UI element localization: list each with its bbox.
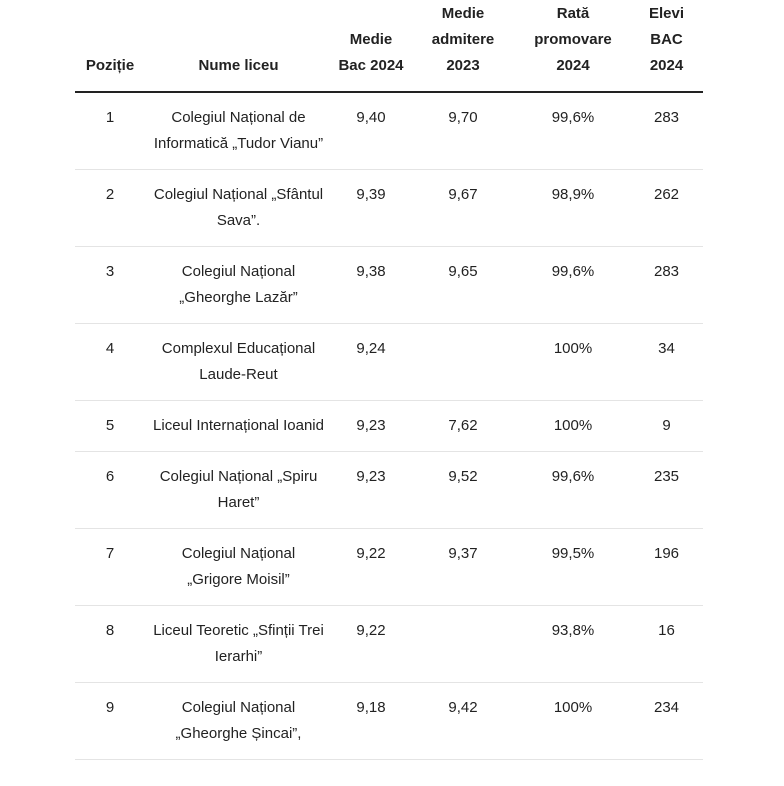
table-header: Poziție Nume liceu Medie Bac 2024 Medie adm… (75, 0, 703, 93)
table-cell: 99,5% (516, 528, 630, 606)
table-row: 6 Colegiul Național „Spiru Haret” 9,23 9,52… (75, 451, 703, 529)
table-cell: 1 (75, 92, 145, 170)
table-cell: 9,39 (332, 169, 410, 247)
empty-cell (410, 323, 516, 401)
column-header: Elevi BAC 2024 (630, 0, 703, 93)
table-row: 8 Liceul Teoretic „Sfinții Trei Ierarhi” 9… (75, 605, 703, 683)
table-cell: Liceul Internațional Ioanid (145, 400, 332, 452)
table-cell: 100% (516, 323, 630, 401)
table-cell: 9,22 (332, 605, 410, 683)
table-row: 1 Colegiul Național de Informatică „Tudor… (75, 92, 703, 170)
table-row: 3 Colegiul Național „Gheorghe Lazăr” 9,38 9… (75, 246, 703, 324)
table-row: 7 Colegiul Național „Grigore Moisil” 9,22 9… (75, 528, 703, 606)
table-row: 2 Colegiul Național „Sfântul Sava”. 9,39 9,… (75, 169, 703, 247)
table-cell: 9,67 (410, 169, 516, 247)
table-cell: Colegiul Național „Sfântul Sava”. (145, 169, 332, 247)
column-header: Medie admitere 2023 (410, 0, 516, 93)
table-cell: 196 (630, 528, 703, 606)
table-cell: Colegiul Național de Informatică „Tudor … (145, 92, 332, 170)
table-cell: 99,6% (516, 92, 630, 170)
table-cell: 9,18 (332, 682, 410, 760)
column-header: Nume liceu (145, 0, 332, 93)
table-cell: 99,6% (516, 451, 630, 529)
table-cell: 235 (630, 451, 703, 529)
column-header: Medie Bac 2024 (332, 0, 410, 93)
table-cell: Colegiul Național „Gheorghe Lazăr” (145, 246, 332, 324)
ranking-table: Poziție Nume liceu Medie Bac 2024 Medie adm… (75, 0, 703, 760)
table-cell: 9 (630, 400, 703, 452)
table-cell: Colegiul Național „Spiru Haret” (145, 451, 332, 529)
table-cell: 9,24 (332, 323, 410, 401)
table-cell: Colegiul Național „Gheorghe Șincai”, (145, 682, 332, 760)
table-cell: 9 (75, 682, 145, 760)
table-row: 9 Colegiul Național „Gheorghe Șincai”, 9,1… (75, 682, 703, 760)
table-cell: 9,23 (332, 451, 410, 529)
table-cell: Complexul Educațional Laude-Reut (145, 323, 332, 401)
table-cell: Liceul Teoretic „Sfinții Trei Ierarhi” (145, 605, 332, 683)
table-cell: 9,65 (410, 246, 516, 324)
table-cell: 283 (630, 92, 703, 170)
table-cell: 16 (630, 605, 703, 683)
table-cell: 9,70 (410, 92, 516, 170)
table-row: 5 Liceul Internațional Ioanid 9,23 7,62 100%… (75, 400, 703, 452)
table-cell: 99,6% (516, 246, 630, 324)
table-cell: 9,42 (410, 682, 516, 760)
table-cell: 283 (630, 246, 703, 324)
table-cell: 6 (75, 451, 145, 529)
table-cell: Colegiul Național „Grigore Moisil” (145, 528, 332, 606)
table-cell: 7,62 (410, 400, 516, 452)
table-cell: 5 (75, 400, 145, 452)
table-row: 4 Complexul Educațional Laude-Reut 9,24 100… (75, 323, 703, 401)
table-cell: 9,40 (332, 92, 410, 170)
empty-cell (410, 605, 516, 683)
table-cell: 9,52 (410, 451, 516, 529)
table-cell: 34 (630, 323, 703, 401)
table-body: 1 Colegiul Național de Informatică „Tudor… (75, 92, 703, 760)
table-cell: 9,23 (332, 400, 410, 452)
table-cell: 7 (75, 528, 145, 606)
table-cell: 3 (75, 246, 145, 324)
table-cell: 234 (630, 682, 703, 760)
table-cell: 2 (75, 169, 145, 247)
table-cell: 4 (75, 323, 145, 401)
table-cell: 8 (75, 605, 145, 683)
header-row: Poziție Nume liceu Medie Bac 2024 Medie adm… (75, 0, 703, 93)
column-header: Rată promovare 2024 (516, 0, 630, 93)
column-header: Poziție (75, 0, 145, 93)
table-cell: 9,37 (410, 528, 516, 606)
table-cell: 262 (630, 169, 703, 247)
table-cell: 93,8% (516, 605, 630, 683)
table-cell: 9,38 (332, 246, 410, 324)
table-cell: 9,22 (332, 528, 410, 606)
table-cell: 98,9% (516, 169, 630, 247)
table-cell: 100% (516, 400, 630, 452)
table-cell: 100% (516, 682, 630, 760)
